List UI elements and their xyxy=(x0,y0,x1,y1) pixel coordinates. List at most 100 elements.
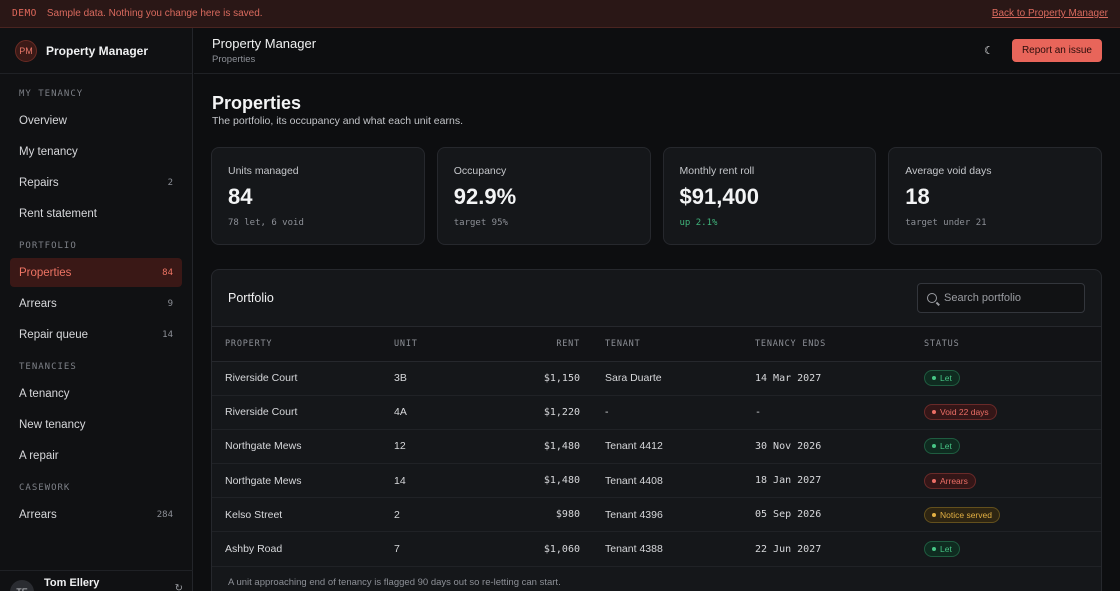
status-dot-icon xyxy=(932,376,936,381)
search-input[interactable] xyxy=(944,292,1074,304)
cell-status: Void 22 days xyxy=(924,395,1101,430)
sidebar-item-repair-queue[interactable]: Repair queue 14 xyxy=(10,320,182,349)
brand-name: Property Manager xyxy=(46,43,149,58)
table-row[interactable]: Kelso Street 2 $980 Tenant 4396 05 Sep 2026 N… xyxy=(212,497,1101,533)
sidebar-item-arrears[interactable]: Arrears 9 xyxy=(10,289,182,318)
column-header-property[interactable]: PROPERTY xyxy=(212,327,394,362)
brand-logo: PM xyxy=(15,39,37,62)
table-row[interactable]: Northgate Mews 12 $1,480 Tenant 4412 30 Nov … xyxy=(212,429,1101,465)
back-to-app-link[interactable]: Back to Property Manager xyxy=(991,8,1108,19)
stat-card: Average void days 18 target under 21 xyxy=(888,147,1102,245)
sidebar-section-label: TENANCIES xyxy=(19,362,77,372)
sidebar-item-repairs[interactable]: Repairs 2 xyxy=(10,168,182,197)
page-subtitle: The portfolio, its occupancy and what ea… xyxy=(212,115,463,127)
cell-property: Kelso Street xyxy=(212,497,394,533)
cell-rent: $1,480 xyxy=(494,429,580,465)
table-row[interactable]: Ashby Road 7 $1,060 Tenant 4388 22 Jun 2027 L… xyxy=(212,531,1101,567)
status-dot-icon xyxy=(932,478,936,483)
cell-property: Northgate Mews xyxy=(212,463,394,499)
stat-value: 92.9% xyxy=(453,184,517,209)
cell-property: Northgate Mews xyxy=(212,429,394,465)
cell-tenant: Tenant 4412 xyxy=(580,429,755,465)
stat-card: Occupancy 92.9% target 95% xyxy=(436,147,651,245)
sidebar-item-new-tenancy[interactable]: New tenancy xyxy=(10,410,182,439)
sidebar-item-label: My tenancy xyxy=(19,145,78,158)
table-row[interactable]: Northgate Mews 14 $1,480 Tenant 4408 18 Jan … xyxy=(212,463,1101,499)
status-label: Let xyxy=(940,544,952,555)
status-label: Let xyxy=(940,373,952,384)
sidebar-item-my-tenancy[interactable]: My tenancy xyxy=(10,137,182,166)
column-header-tenant[interactable]: TENANT xyxy=(580,327,755,362)
cell-unit: 3B xyxy=(394,361,494,396)
sidebar-item-a-tenancy[interactable]: A tenancy xyxy=(10,379,182,408)
stat-value: $91,400 xyxy=(679,184,760,209)
status-label: Notice served xyxy=(940,509,992,520)
portfolio-title: Portfolio xyxy=(228,291,274,305)
user-menu-icon[interactable]: ↻ xyxy=(174,583,183,591)
sidebar-item-rent-statement[interactable]: Rent statement xyxy=(10,199,182,228)
stats-row: Units managed 84 78 let, 6 void Occupanc… xyxy=(211,147,1102,245)
table-header-row: PROPERTY UNIT RENT TENANT TENANCY ENDS S… xyxy=(212,327,1101,362)
sidebar-item-properties[interactable]: Properties 84 xyxy=(10,258,182,287)
cell-rent: $1,150 xyxy=(494,361,580,396)
stat-label: Units managed xyxy=(228,165,299,177)
stat-label: Average void days xyxy=(905,165,992,177)
cell-tenancy-ends: 18 Jan 2027 xyxy=(755,463,924,499)
search-box[interactable] xyxy=(917,283,1085,313)
sidebar-item-count: 9 xyxy=(167,298,173,309)
sidebar-item-count: 2 xyxy=(167,177,173,188)
brand[interactable]: PM Property Manager xyxy=(0,28,192,74)
status-dot-icon xyxy=(932,547,936,552)
sidebar-section-label: MY TENANCY xyxy=(19,89,84,99)
stat-card: Units managed 84 78 let, 6 void xyxy=(211,147,425,245)
page-title: Properties xyxy=(212,93,302,113)
portfolio-table: PROPERTY UNIT RENT TENANT TENANCY ENDS S… xyxy=(212,327,1101,567)
cell-tenancy-ends: - xyxy=(755,395,924,430)
stat-label: Occupancy xyxy=(453,165,507,177)
status-badge: Let xyxy=(924,370,960,387)
user-profile[interactable]: TE Tom Ellery ↻ xyxy=(0,570,193,591)
cell-rent: $1,480 xyxy=(494,463,580,499)
status-label: Arrears xyxy=(940,475,968,486)
portfolio-footnote: A unit approaching end of tenancy is fla… xyxy=(228,576,561,588)
cell-property: Riverside Court xyxy=(212,395,394,430)
cell-tenancy-ends: 30 Nov 2026 xyxy=(755,429,924,465)
status-badge: Arrears xyxy=(924,472,976,489)
sidebar-item-label: Repair queue xyxy=(19,328,89,341)
table-row[interactable]: Riverside Court 3B $1,150 Sara Duarte 14 Mar… xyxy=(212,361,1101,396)
theme-toggle-icon[interactable]: ☾ xyxy=(984,45,994,57)
stat-card: Monthly rent roll $91,400 up 2.1% xyxy=(662,147,877,245)
sidebar-item-arrears[interactable]: Arrears 284 xyxy=(10,500,182,529)
stat-value: 18 xyxy=(905,184,930,209)
cell-status: Notice served xyxy=(924,497,1101,533)
sidebar-item-count: 284 xyxy=(156,509,173,520)
cell-tenant: Tenant 4388 xyxy=(580,531,755,567)
status-dot-icon xyxy=(932,512,936,517)
status-badge: Let xyxy=(924,438,960,455)
report-issue-button[interactable]: Report an issue xyxy=(1011,39,1102,62)
column-header-status[interactable]: STATUS xyxy=(924,327,1101,362)
sidebar-section-label: PORTFOLIO xyxy=(19,241,77,251)
status-label: Void 22 days xyxy=(940,407,989,418)
cell-tenancy-ends: 14 Mar 2027 xyxy=(755,361,924,396)
app-title: Property Manager xyxy=(212,36,317,51)
cell-unit: 14 xyxy=(394,463,494,499)
topbar: Property Manager Properties ☾ Report an … xyxy=(194,28,1120,74)
sidebar: PM Property Manager MY TENANCY Overview My… xyxy=(0,28,193,591)
table-row[interactable]: Riverside Court 4A $1,220- - Void 22 days xyxy=(212,395,1101,430)
cell-property: Riverside Court xyxy=(212,361,394,396)
topbar-titles: Property Manager Properties xyxy=(212,36,316,65)
sidebar-item-overview[interactable]: Overview xyxy=(10,106,182,135)
cell-rent: $980 xyxy=(494,497,580,533)
cell-unit: 4A xyxy=(394,395,494,430)
status-dot-icon xyxy=(932,410,936,415)
sidebar-item-count: 14 xyxy=(162,329,173,340)
column-header-tenancy-ends[interactable]: TENANCY ENDS xyxy=(755,327,924,362)
column-header-rent[interactable]: RENT xyxy=(494,327,580,362)
sidebar-nav: MY TENANCY Overview My tenancy Repairs 2 Rent… xyxy=(0,86,192,529)
sidebar-item-label: New tenancy xyxy=(19,418,86,431)
portfolio-panel: Portfolio PROPERTY UNIT RENT TENANT TENA… xyxy=(211,269,1102,591)
portfolio-header: Portfolio xyxy=(212,270,1101,327)
sidebar-item-a-repair[interactable]: A repair xyxy=(10,441,182,470)
column-header-unit[interactable]: UNIT xyxy=(394,327,494,362)
